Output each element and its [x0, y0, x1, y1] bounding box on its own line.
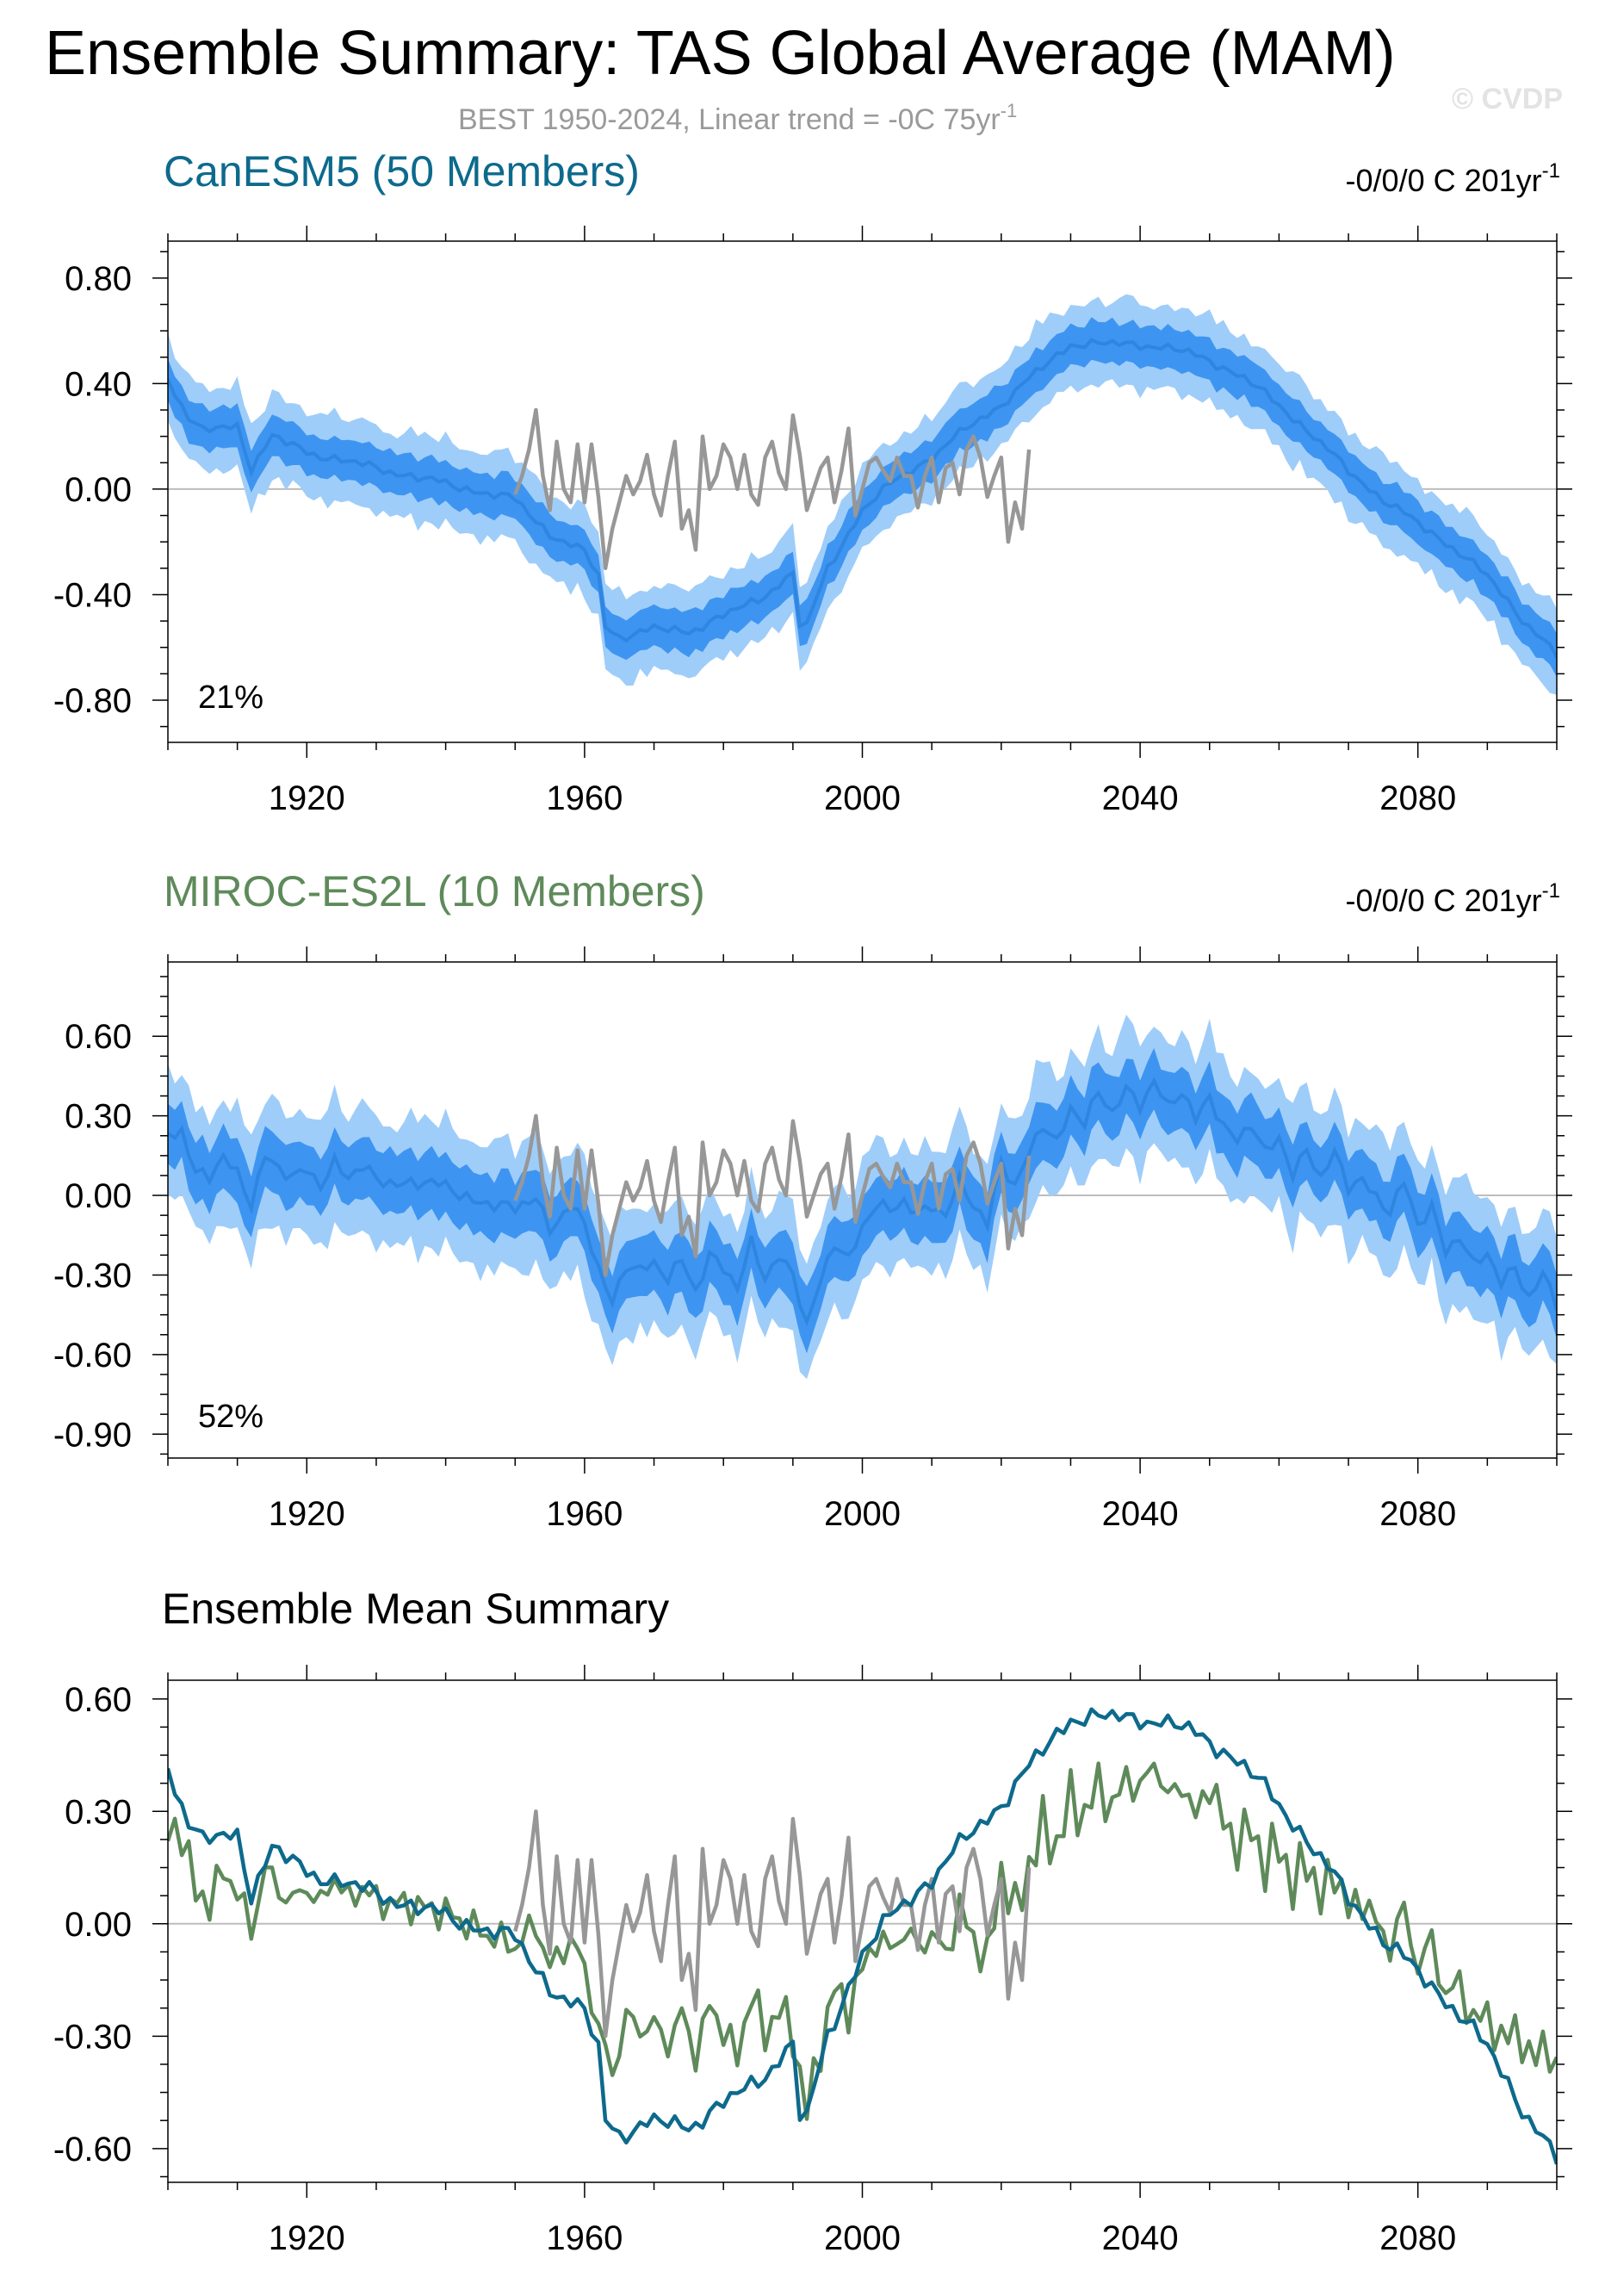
miroc-trend-label: -0/0/0 C 201yr-1	[1346, 879, 1560, 918]
x-tick-label: 2040	[1102, 779, 1179, 817]
ensemble-mean-plot-area: 1920 1960 2000 2040 2080 0.60 0.30 0.00 -0.30 -0.…	[53, 1665, 1572, 2257]
observed-series-line	[513, 1809, 1032, 2038]
miroc-percent-annotation: 52%	[198, 1399, 263, 1435]
miroc-plot-area: 1920 1960 2000 2040 2080 0.60 0.30 0.00 -0.30 -0.…	[53, 946, 1572, 1533]
y-tick-label: 0.00	[65, 471, 132, 509]
x-tick-label: 1960	[546, 779, 623, 817]
x-tick-label: 1960	[546, 1495, 623, 1533]
canesm5-panel-title: CanESM5 (50 Members)	[164, 147, 640, 195]
x-tick-label: 2040	[1102, 2219, 1179, 2257]
y-tick-label: -0.40	[53, 576, 132, 614]
ensemble-mean-panel-title: Ensemble Mean Summary	[162, 1585, 669, 1633]
y-tick-label: 0.00	[65, 1177, 132, 1215]
y-tick-label: -0.30	[53, 1257, 132, 1294]
x-tick-label: 2000	[824, 1495, 901, 1533]
subtitle-superscript: -1	[1001, 100, 1018, 121]
ensemble-mean-line	[168, 338, 1557, 659]
miroc-trend-superscript: -1	[1542, 879, 1560, 903]
canesm5-trend-superscript: -1	[1542, 159, 1560, 183]
figure-title: Ensemble Summary: TAS Global Average (MA…	[45, 19, 1396, 88]
subtitle-text: BEST 1950-2024, Linear trend = -0C 75yr	[458, 103, 1001, 136]
canesm5-mean-line	[168, 1707, 1557, 2165]
canesm5-plot-area: 1920 1960 2000 2040 2080 0.80 0.40 0.00 -0.40 -0.…	[53, 226, 1572, 817]
x-tick-label: 2000	[824, 779, 901, 817]
x-tick-label: 2080	[1379, 1495, 1456, 1533]
y-tick-label: -0.90	[53, 1416, 132, 1454]
y-tick-label: -0.60	[53, 2131, 132, 2169]
ensemble-mean-panel: Ensemble Mean Summary 1920 1960 2000 2040 20…	[53, 1585, 1572, 2257]
y-tick-label: 0.30	[65, 1793, 132, 1831]
ensemble-inner-spread	[168, 317, 1557, 678]
observed-series-line	[513, 1114, 1032, 1277]
y-tick-label: 0.60	[65, 1681, 132, 1719]
y-tick-label: -0.60	[53, 1337, 132, 1374]
miroc-panel: MIROC-ES2L (10 Members) -0/0/0 C 201yr-1…	[53, 867, 1572, 1533]
x-tick-label: 2000	[824, 2219, 901, 2257]
x-tick-label: 1920	[269, 2219, 345, 2257]
y-tick-label: 0.00	[65, 1906, 132, 1944]
x-tick-label: 2080	[1379, 2219, 1456, 2257]
y-tick-label: 0.40	[65, 365, 132, 403]
miroc-mean-line	[168, 1761, 1557, 2121]
y-tick-label: 0.80	[65, 260, 132, 298]
x-tick-label: 2080	[1379, 779, 1456, 817]
x-tick-label: 1960	[546, 2219, 623, 2257]
x-tick-label: 2040	[1102, 1495, 1179, 1533]
figure-subtitle: BEST 1950-2024, Linear trend = -0C 75yr-…	[458, 100, 1017, 136]
x-tick-label: 1920	[269, 779, 345, 817]
y-tick-label: -0.30	[53, 2018, 132, 2056]
y-tick-label: 0.30	[65, 1098, 132, 1136]
y-tick-label: 0.60	[65, 1018, 132, 1056]
miroc-trend-text: -0/0/0 C 201yr	[1346, 883, 1542, 918]
canesm5-trend-label: -0/0/0 C 201yr-1	[1346, 159, 1560, 198]
canesm5-percent-annotation: 21%	[198, 679, 263, 716]
canesm5-panel: CanESM5 (50 Members) -0/0/0 C 201yr-1 19…	[53, 147, 1572, 817]
ensemble-mean-line	[168, 1077, 1557, 1326]
copyright-watermark: © CVDP	[1452, 83, 1563, 115]
canesm5-trend-text: -0/0/0 C 201yr	[1346, 163, 1542, 198]
observed-series-line	[513, 407, 1032, 571]
y-tick-label: -0.80	[53, 682, 132, 720]
x-tick-label: 1920	[269, 1495, 345, 1533]
miroc-panel-title: MIROC-ES2L (10 Members)	[164, 867, 705, 915]
